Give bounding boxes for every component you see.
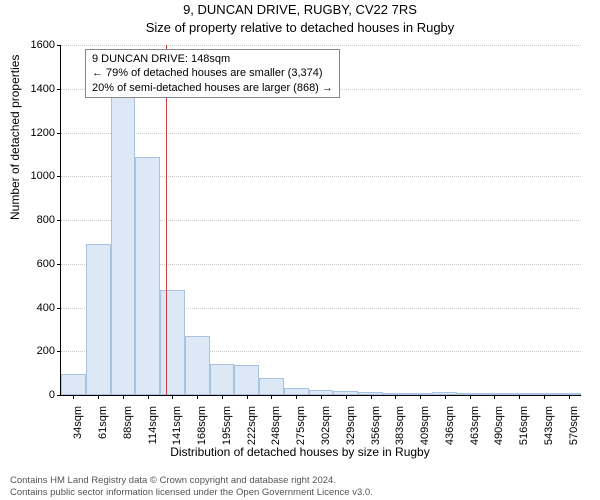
footer-line-1: Contains HM Land Registry data © Crown c… (10, 475, 373, 486)
x-tick-label: 61sqm (95, 406, 109, 439)
histogram-bar (234, 365, 259, 395)
x-tick-mark (148, 395, 149, 399)
x-tick-mark (569, 395, 570, 399)
x-tick-label: 436sqm (442, 406, 456, 445)
x-tick-mark (445, 395, 446, 399)
x-tick-mark (346, 395, 347, 399)
histogram-bar (111, 82, 136, 395)
x-tick-mark (271, 395, 272, 399)
y-tick-mark (57, 351, 61, 352)
y-tick-mark (57, 220, 61, 221)
x-tick-label: 543sqm (541, 406, 555, 445)
x-tick-mark (247, 395, 248, 399)
x-tick-label: 168sqm (194, 406, 208, 445)
x-tick-label: 490sqm (491, 406, 505, 445)
x-tick-mark (172, 395, 173, 399)
x-axis-label: Distribution of detached houses by size … (0, 445, 600, 459)
histogram-bar (210, 364, 235, 395)
x-tick-mark (222, 395, 223, 399)
y-tick-mark (57, 89, 61, 90)
x-tick-label: 356sqm (368, 406, 382, 445)
footer-line-2: Contains public sector information licen… (10, 487, 373, 498)
annotation-line-2: ← 79% of detached houses are smaller (3,… (92, 66, 333, 80)
x-tick-mark (420, 395, 421, 399)
x-tick-label: 516sqm (516, 406, 530, 445)
x-tick-label: 34sqm (70, 406, 84, 439)
y-tick-mark (57, 308, 61, 309)
histogram-bar (86, 244, 111, 395)
x-tick-mark (371, 395, 372, 399)
x-tick-label: 222sqm (244, 406, 258, 445)
chart-container: 9, DUNCAN DRIVE, RUGBY, CV22 7RS Size of… (0, 0, 600, 500)
x-tick-mark (296, 395, 297, 399)
y-tick-mark (57, 176, 61, 177)
chart-title-sub: Size of property relative to detached ho… (0, 20, 600, 35)
x-tick-mark (321, 395, 322, 399)
x-tick-mark (98, 395, 99, 399)
x-tick-label: 88sqm (120, 406, 134, 439)
y-axis-label: Number of detached properties (8, 55, 22, 220)
x-tick-label: 383sqm (392, 406, 406, 445)
x-tick-label: 141sqm (169, 406, 183, 445)
x-tick-label: 114sqm (145, 406, 159, 444)
x-tick-label: 463sqm (467, 406, 481, 445)
y-tick-mark (57, 133, 61, 134)
x-tick-mark (197, 395, 198, 399)
x-tick-label: 275sqm (293, 406, 307, 445)
annotation-line-3: 20% of semi-detached houses are larger (… (92, 81, 333, 95)
x-tick-label: 570sqm (566, 406, 580, 445)
x-tick-mark (123, 395, 124, 399)
x-tick-mark (544, 395, 545, 399)
histogram-bar (135, 157, 160, 395)
plot-area: 0200400600800100012001400160034sqm61sqm8… (60, 45, 581, 396)
gridline (61, 133, 581, 134)
x-tick-label: 409sqm (417, 406, 431, 445)
annotation-box: 9 DUNCAN DRIVE: 148sqm ← 79% of detached… (85, 49, 340, 98)
y-tick-mark (57, 264, 61, 265)
chart-title-main: 9, DUNCAN DRIVE, RUGBY, CV22 7RS (0, 2, 600, 17)
x-tick-mark (73, 395, 74, 399)
x-tick-label: 195sqm (219, 406, 233, 445)
x-tick-mark (470, 395, 471, 399)
x-tick-mark (494, 395, 495, 399)
y-tick-mark (57, 45, 61, 46)
x-tick-label: 302sqm (318, 406, 332, 445)
histogram-bar (160, 290, 185, 395)
x-tick-mark (519, 395, 520, 399)
x-tick-label: 329sqm (343, 406, 357, 445)
x-tick-mark (395, 395, 396, 399)
histogram-bar (61, 374, 86, 395)
footer-attribution: Contains HM Land Registry data © Crown c… (10, 475, 373, 498)
x-tick-label: 248sqm (268, 406, 282, 445)
histogram-bar (185, 336, 210, 395)
gridline (61, 45, 581, 46)
annotation-line-1: 9 DUNCAN DRIVE: 148sqm (92, 52, 333, 66)
histogram-bar (259, 378, 284, 396)
y-tick-mark (57, 395, 61, 396)
